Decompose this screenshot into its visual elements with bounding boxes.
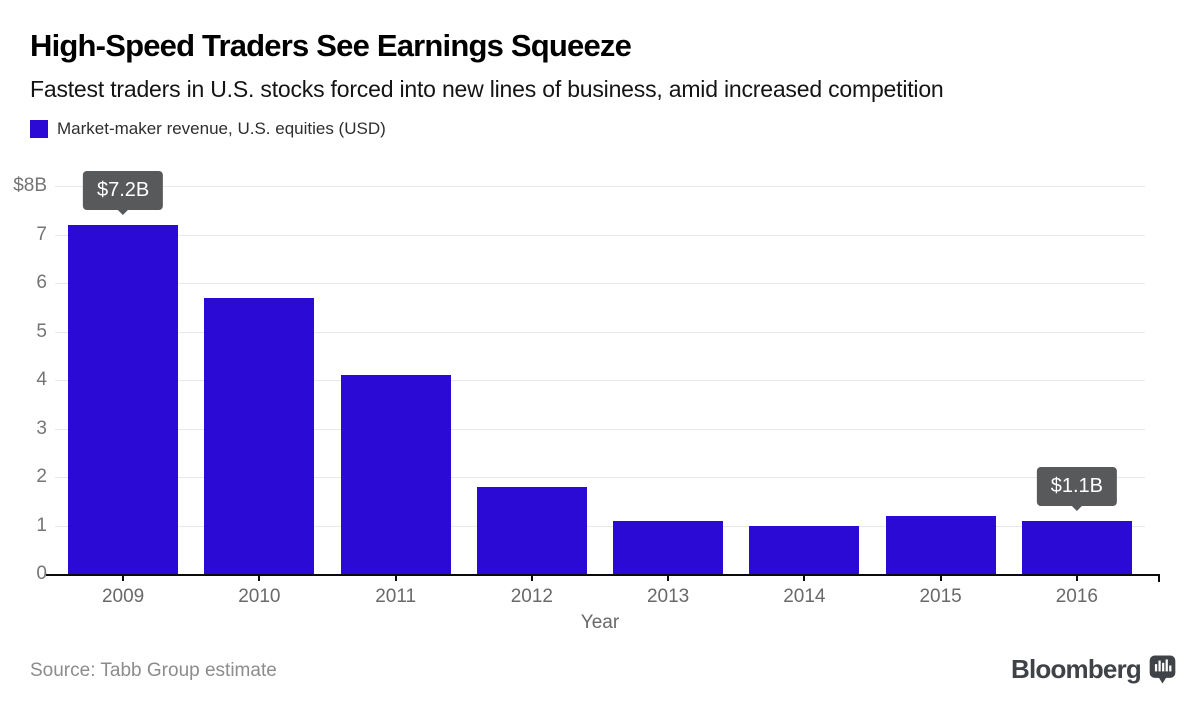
x-tick-label: 2012 (510, 586, 554, 607)
x-tick (530, 574, 533, 581)
plot-area: 2009 2010 2011 2012 2013 2014 2015 2016 $7.2B $1.… (46, 170, 1160, 607)
chart-subtitle: Fastest traders in U.S. stocks forced in… (30, 75, 944, 102)
y-axis-zero-tick (46, 574, 55, 576)
x-axis-end-tick (1158, 574, 1160, 582)
x-tick (667, 574, 670, 581)
x-tick (394, 574, 397, 581)
chart-title: High-Speed Traders See Earnings Squeeze (30, 28, 632, 63)
gridline (55, 283, 1145, 284)
x-tick-label: 2016 (1055, 586, 1099, 607)
x-tick (258, 574, 261, 581)
bar-2013 (613, 520, 724, 574)
x-tick-label: 2014 (783, 586, 826, 607)
x-tick (1075, 574, 1078, 581)
value-callout-2009: $7.2B (82, 170, 164, 210)
y-axis-labels: 0 1 2 3 4 5 6 7 $8B (0, 175, 47, 584)
chart-header: High-Speed Traders See Earnings Squeeze … (30, 28, 1170, 139)
gridline (55, 331, 1145, 333)
y-tick-label: 5 (36, 320, 47, 342)
bar-2016 (1021, 520, 1132, 574)
value-callout-2016: $1.1B (1036, 466, 1118, 506)
gridline (55, 477, 1145, 478)
source-credit: Source: Tabb Group estimate (30, 660, 277, 681)
x-tick-label: 2013 (646, 586, 690, 607)
bar-2009 (68, 224, 179, 574)
y-tick-label: 3 (36, 417, 47, 439)
legend-label: Market-maker revenue, U.S. equities (USD… (57, 119, 386, 139)
bar-2014 (749, 525, 860, 574)
bloomberg-chart-bubble-icon (1149, 655, 1176, 684)
gridline (55, 234, 1145, 236)
bar-2012 (476, 486, 587, 574)
bloomberg-logo: Bloomberg (1011, 654, 1176, 685)
bloomberg-wordmark: Bloomberg (1010, 654, 1142, 684)
bar-2011 (340, 375, 451, 574)
y-tick-label: 0 (36, 563, 47, 584)
x-tick-label: 2009 (101, 586, 145, 607)
y-tick-label: 2 (36, 466, 47, 487)
y-tick-label: 6 (36, 272, 47, 293)
legend: Market-maker revenue, U.S. equities (USD… (30, 119, 1170, 139)
x-tick-label: 2015 (919, 586, 962, 607)
bar-2010 (204, 297, 315, 574)
x-axis-title: Year (580, 612, 620, 633)
bar-2015 (885, 515, 996, 574)
y-tick-label: 7 (36, 223, 47, 245)
x-tick (803, 574, 806, 581)
gridline (55, 380, 1145, 381)
x-axis-line (55, 574, 1160, 576)
y-tick-label: $8B (13, 175, 47, 196)
legend-swatch-icon (30, 120, 48, 139)
x-tick-label: 2010 (238, 586, 281, 607)
gridline (55, 186, 1145, 187)
x-tick (939, 574, 942, 581)
y-tick-label: 4 (36, 369, 47, 390)
x-tick (122, 574, 125, 581)
gridline (55, 428, 1145, 430)
x-tick-label: 2011 (375, 586, 417, 607)
y-tick-label: 1 (36, 514, 47, 536)
gridline (55, 525, 1145, 527)
